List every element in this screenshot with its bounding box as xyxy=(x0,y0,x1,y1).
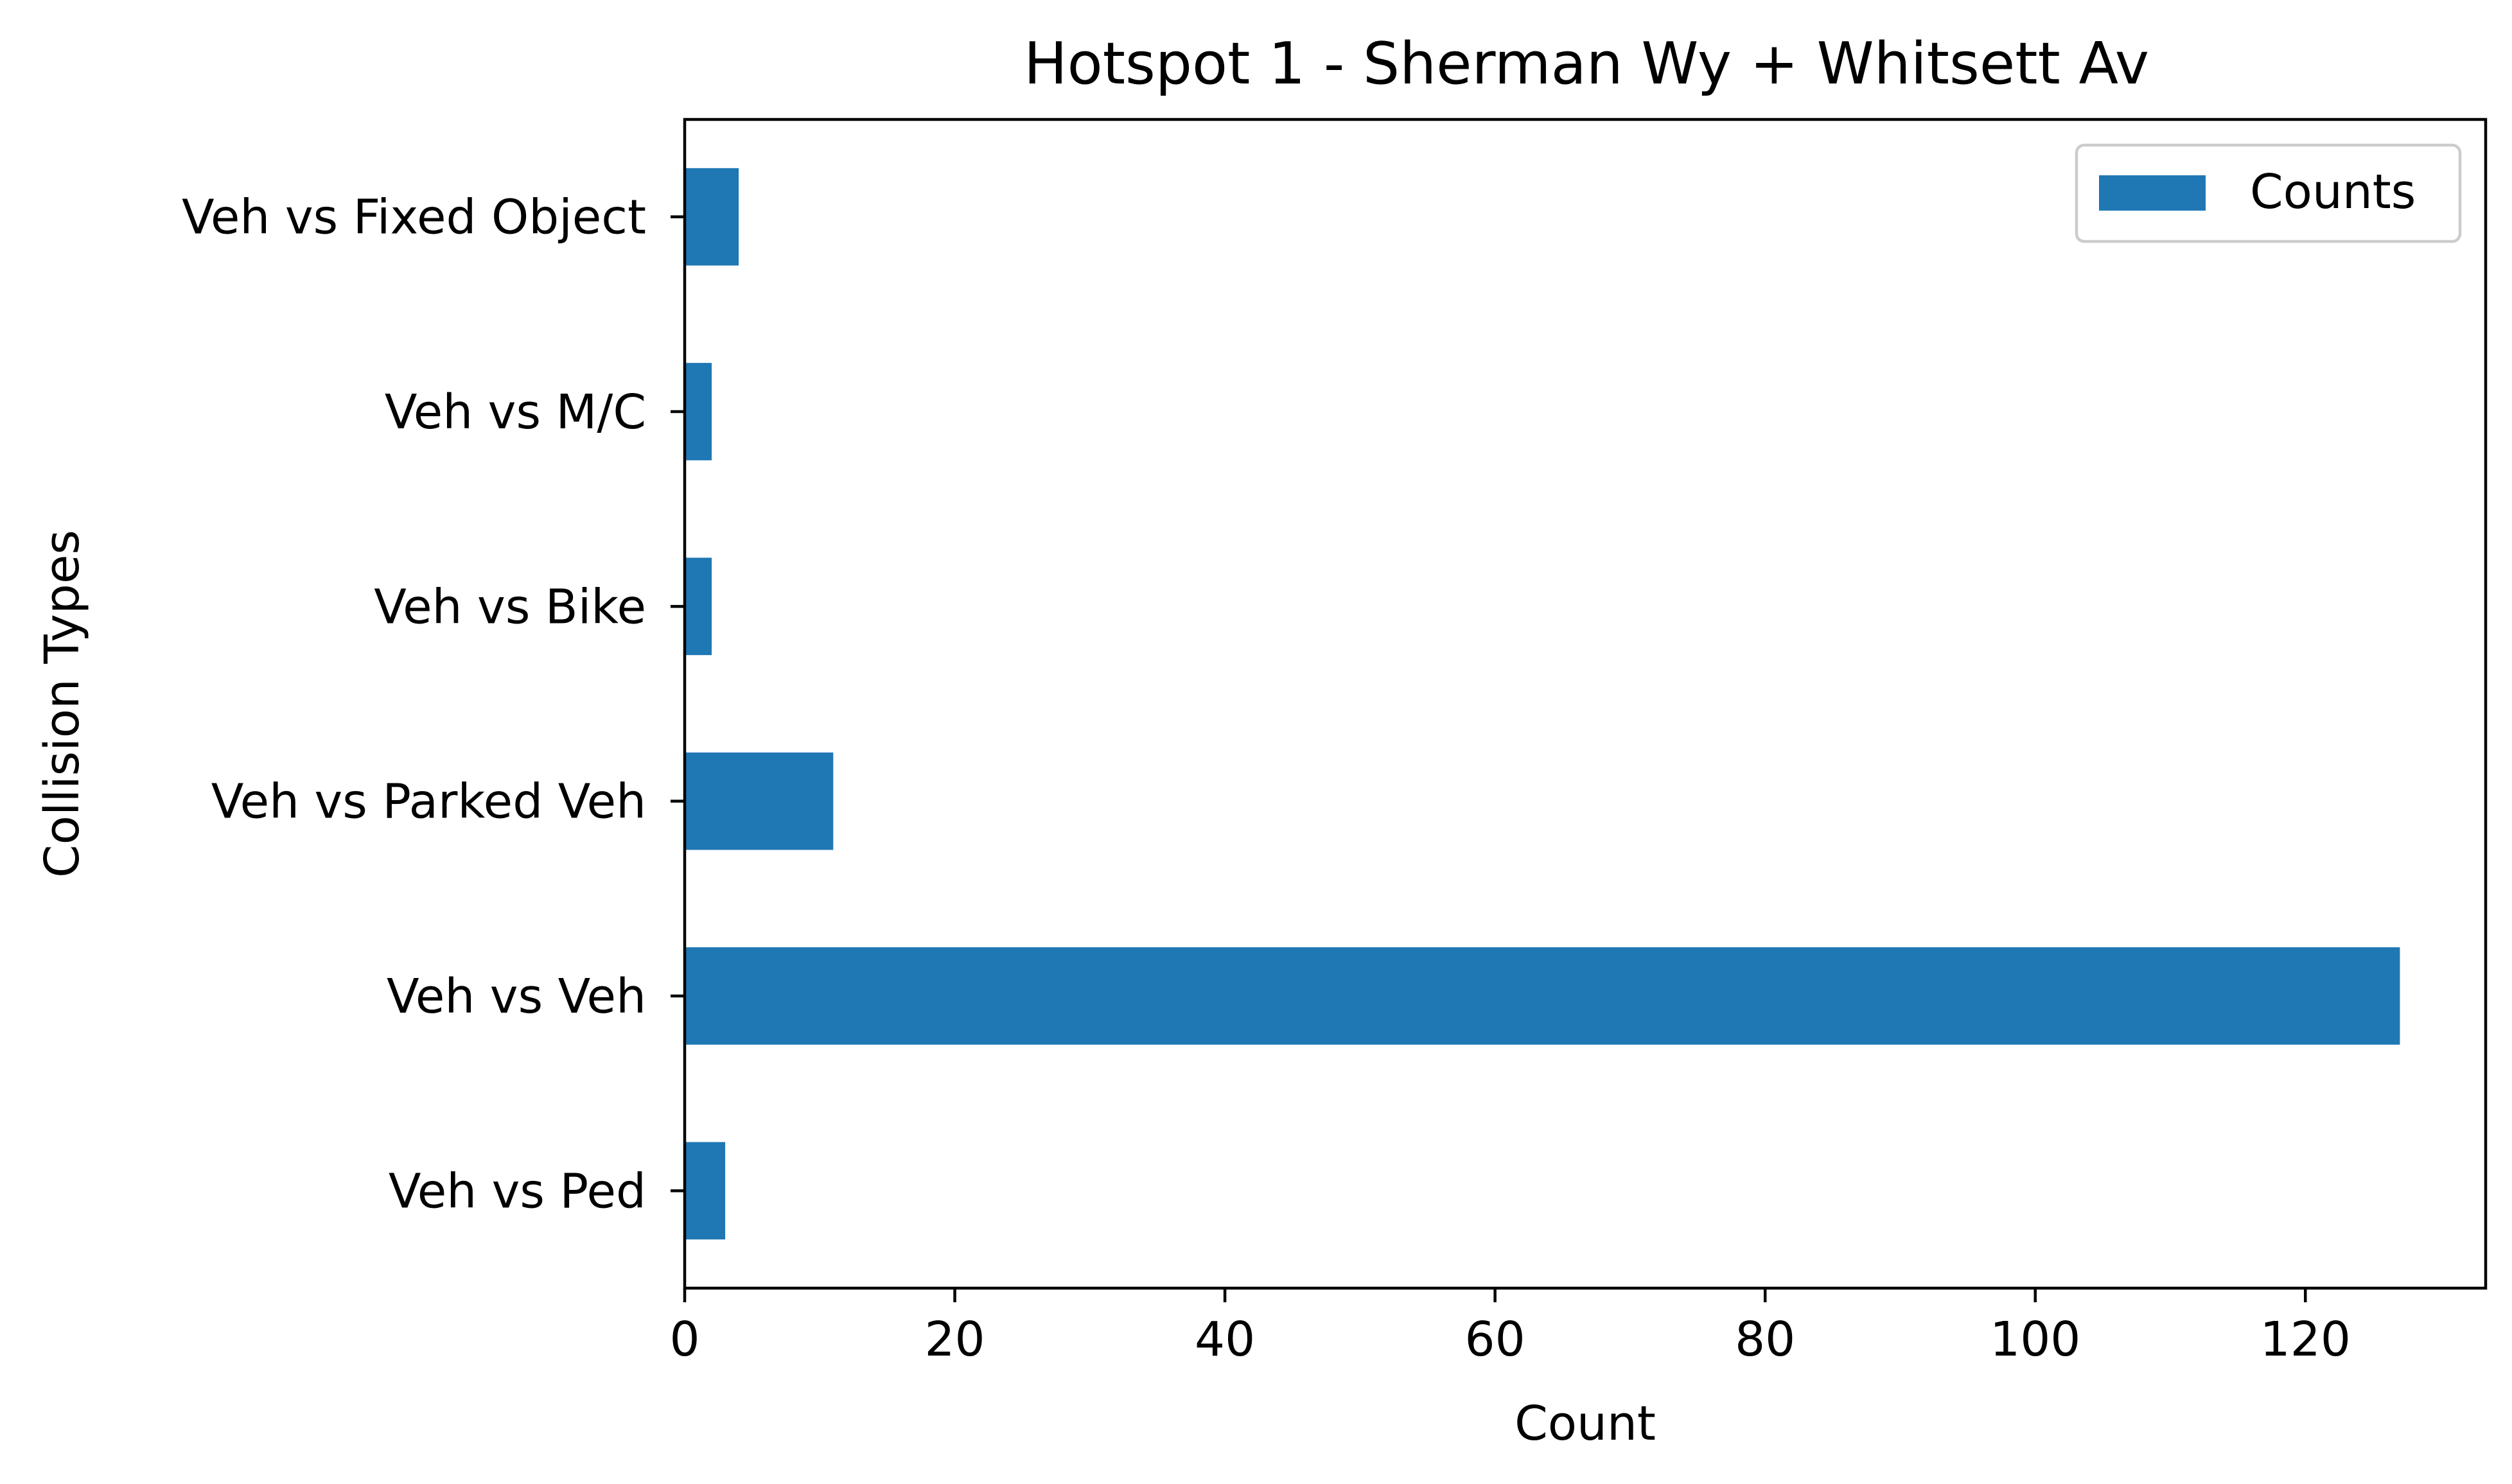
x-tick-label-80: 80 xyxy=(1735,1312,1795,1367)
legend: Counts xyxy=(2075,143,2462,243)
bar-veh-vs-parked-veh xyxy=(685,752,834,850)
y-tick-label-veh-vs-ped: Veh vs Ped xyxy=(389,1164,646,1219)
bar-veh-vs-veh xyxy=(685,947,2400,1045)
legend-label: Counts xyxy=(2250,164,2416,220)
x-tick-label-100: 100 xyxy=(1990,1312,2080,1367)
bar-veh-vs-m-c xyxy=(685,363,712,460)
y-tick-label-veh-vs-veh: Veh vs Veh xyxy=(387,969,646,1024)
x-tick-label-20: 20 xyxy=(924,1312,985,1367)
x-tick-label-40: 40 xyxy=(1195,1312,1255,1367)
x-tick-label-0: 0 xyxy=(669,1312,699,1367)
bar-veh-vs-bike xyxy=(685,557,712,656)
x-tick-label-120: 120 xyxy=(2260,1312,2351,1367)
legend-frame xyxy=(2075,143,2462,243)
plot-frame xyxy=(683,118,2488,1290)
x-axis-label: Count xyxy=(1515,1396,1656,1451)
x-tick-label-60: 60 xyxy=(1465,1312,1525,1367)
y-tick-label-veh-vs-fixed-object: Veh vs Fixed Object xyxy=(182,190,646,245)
chart-title: Hotspot 1 - Sherman Wy + Whitsett Av xyxy=(1024,30,2149,98)
y-tick-label-veh-vs-parked-veh: Veh vs Parked Veh xyxy=(211,774,646,830)
legend-swatch xyxy=(2099,175,2206,211)
bars-layer xyxy=(685,168,2400,1240)
y-axis-label: Collision Types xyxy=(35,530,90,878)
y-tick-label-veh-vs-bike: Veh vs Bike xyxy=(374,579,646,634)
bar-veh-vs-fixed-object xyxy=(685,168,739,266)
x-axis-ticks: 0 20 40 60 80 100 120 xyxy=(669,1288,2351,1367)
bar-veh-vs-ped xyxy=(685,1142,726,1240)
y-tick-label-veh-vs-m-c: Veh vs M/C xyxy=(385,385,646,440)
y-axis-ticks: Veh vs Ped Veh vs Veh Veh vs Parked Veh Veh… xyxy=(182,190,685,1219)
